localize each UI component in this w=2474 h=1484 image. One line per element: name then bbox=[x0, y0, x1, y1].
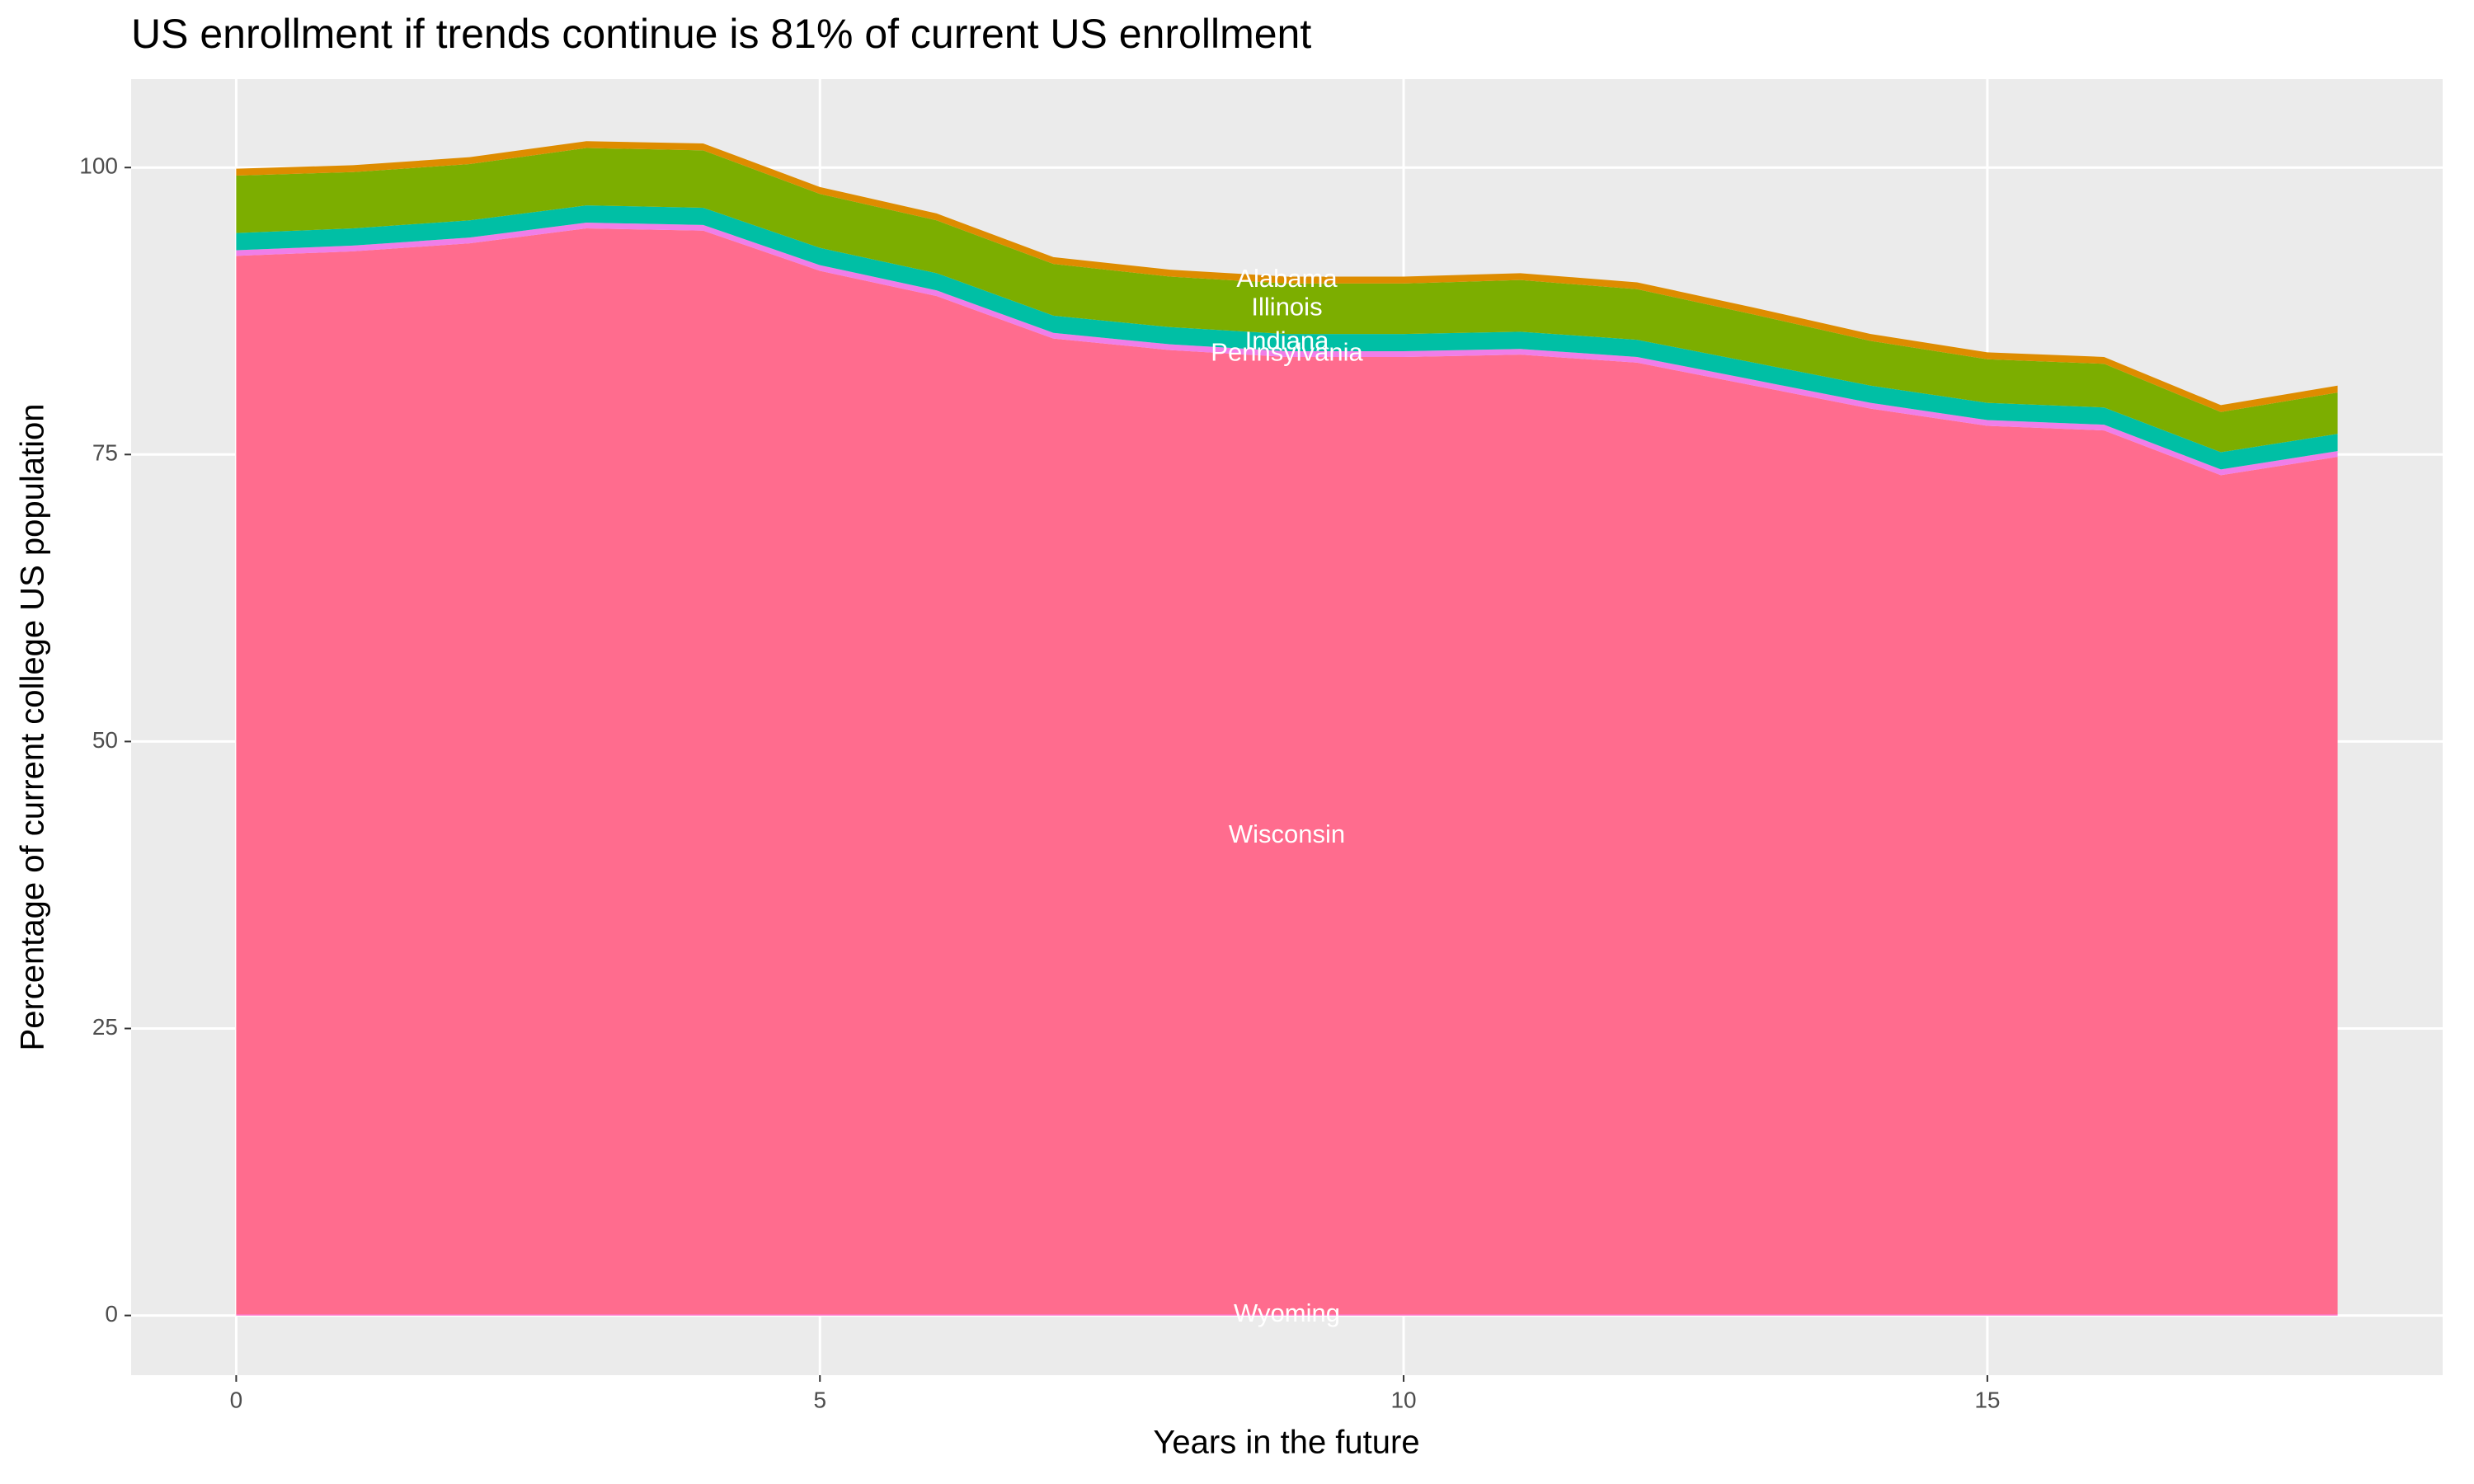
x-axis-title: Years in the future bbox=[1153, 1425, 1419, 1461]
area bbox=[236, 148, 2338, 453]
area-label: Illinois bbox=[1251, 293, 1322, 322]
area-label: Pennsylvania bbox=[1211, 338, 1363, 367]
x-tick-label: 5 bbox=[813, 1387, 826, 1412]
chart-title: US enrollment if trends continue is 81% … bbox=[131, 11, 1311, 57]
x-tick-label: 10 bbox=[1390, 1387, 1416, 1412]
x-tick-label: 15 bbox=[1974, 1387, 2000, 1412]
area bbox=[236, 1314, 2338, 1316]
area-label: Indiana bbox=[1245, 326, 1329, 355]
y-tick-label: 75 bbox=[92, 440, 118, 466]
area bbox=[236, 141, 2338, 412]
area bbox=[236, 228, 2338, 1315]
y-tick-label: 50 bbox=[92, 727, 118, 753]
x-tick-label: 0 bbox=[230, 1387, 243, 1412]
y-tick-label: 100 bbox=[79, 153, 118, 179]
area-label: Alabama bbox=[1236, 264, 1338, 293]
y-tick-label: 0 bbox=[105, 1301, 118, 1327]
area-label: Wisconsin bbox=[1229, 819, 1345, 848]
y-axis-title: Percentage of current college US populat… bbox=[15, 404, 51, 1051]
y-tick-label: 25 bbox=[92, 1014, 118, 1040]
area bbox=[236, 205, 2338, 470]
area-label: Wyoming bbox=[1234, 1298, 1340, 1327]
